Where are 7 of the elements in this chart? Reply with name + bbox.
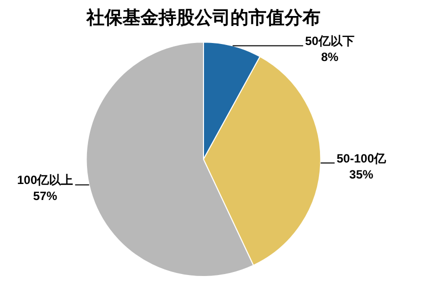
slice-label: 50-100亿 xyxy=(336,151,388,166)
slice-label: 100亿以上 xyxy=(17,173,74,188)
data-label: 57% xyxy=(33,189,58,204)
data-label: 35% xyxy=(349,167,374,182)
slice-label: 50亿以下 xyxy=(305,34,354,48)
chart-title: 社保基金持股公司的市值分布 xyxy=(86,7,320,28)
data-label: 8% xyxy=(321,50,339,64)
